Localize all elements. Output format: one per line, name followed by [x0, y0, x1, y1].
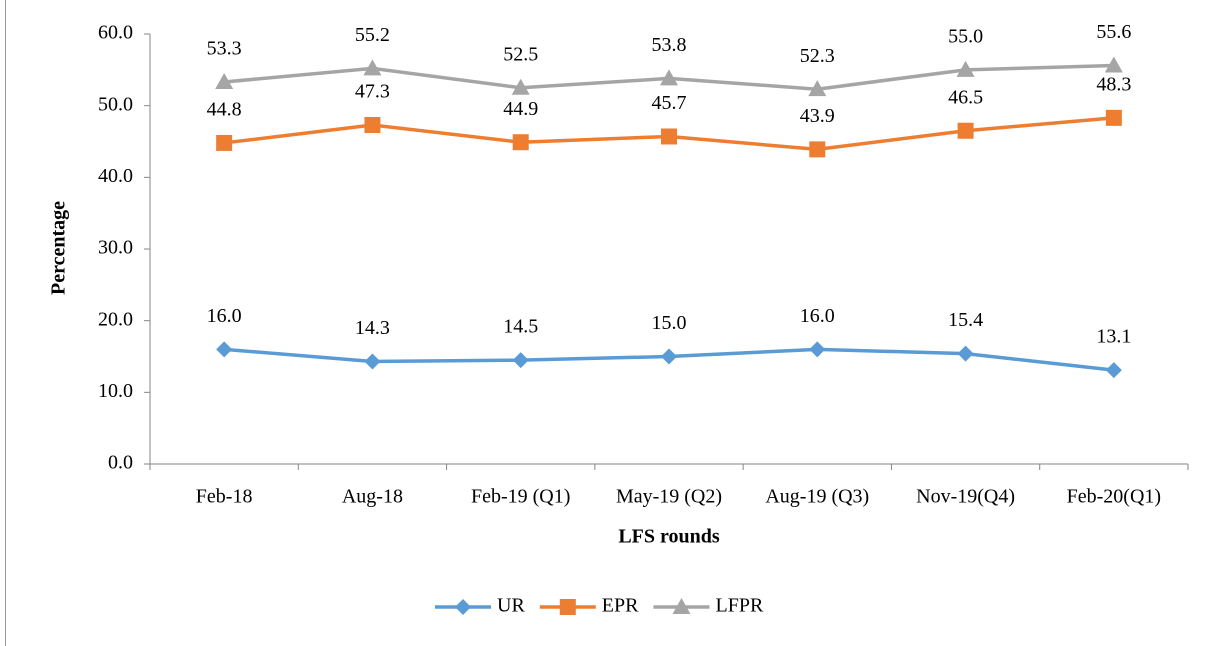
data-label: 14.5 — [503, 316, 538, 338]
marker — [957, 122, 974, 139]
x-tick-label: May-19 (Q2) — [616, 486, 722, 508]
x-tick-label: Aug-19 (Q3) — [765, 486, 869, 508]
data-label: 16.0 — [207, 305, 242, 327]
data-label: 43.9 — [800, 105, 835, 127]
marker — [809, 141, 826, 158]
data-label: 46.5 — [948, 86, 983, 108]
data-label: 44.9 — [503, 98, 538, 120]
x-tick-label: Feb-18 — [196, 486, 253, 508]
x-axis-label: LFS rounds — [618, 526, 720, 548]
data-label: 44.8 — [207, 99, 242, 121]
x-tick-label: Aug-18 — [342, 486, 403, 508]
marker — [660, 69, 678, 86]
marker — [808, 80, 827, 97]
data-label: 48.3 — [1096, 73, 1131, 95]
data-label: 55.6 — [1096, 21, 1131, 43]
y-tick-label: 60.0 — [98, 22, 133, 44]
y-tick-label: 30.0 — [98, 237, 133, 259]
y-tick-label: 10.0 — [98, 380, 133, 402]
marker — [661, 128, 677, 145]
data-label: 53.3 — [207, 38, 242, 60]
data-label: 53.8 — [652, 34, 687, 56]
data-label: 52.3 — [800, 45, 835, 67]
data-label: 14.3 — [355, 317, 390, 339]
marker — [364, 353, 381, 370]
marker — [216, 134, 233, 151]
marker — [1105, 362, 1122, 379]
marker — [809, 341, 826, 358]
data-label: 15.4 — [948, 309, 983, 331]
data-label: 16.0 — [800, 305, 835, 327]
legend-label: EPR — [602, 595, 639, 617]
data-label: 45.7 — [652, 92, 687, 114]
y-axis-label: Percentage — [48, 201, 70, 295]
marker — [1105, 109, 1122, 126]
marker — [364, 117, 381, 134]
marker — [511, 78, 530, 95]
marker — [215, 73, 234, 90]
marker — [957, 345, 974, 362]
y-tick-label: 40.0 — [98, 165, 133, 187]
x-tick-label: Feb-20(Q1) — [1067, 486, 1161, 508]
data-label: 13.1 — [1096, 326, 1131, 348]
legend-marker — [455, 599, 471, 615]
marker — [661, 348, 677, 365]
y-tick-label: 0.0 — [108, 452, 133, 474]
data-label: 55.2 — [355, 24, 390, 46]
legend-marker — [559, 599, 576, 615]
marker — [512, 134, 529, 151]
y-tick-label: 20.0 — [98, 308, 133, 330]
data-label: 55.0 — [948, 25, 983, 47]
legend-marker — [672, 598, 691, 614]
data-label: 52.5 — [503, 43, 538, 65]
legend-label: UR — [497, 595, 525, 617]
y-tick-label: 50.0 — [98, 93, 133, 115]
marker — [363, 59, 382, 76]
x-tick-label: Feb-19 (Q1) — [471, 486, 570, 508]
x-tick-label: Nov-19(Q4) — [916, 486, 1015, 508]
legend-label: LFPR — [715, 595, 763, 617]
marker — [216, 341, 233, 358]
marker — [956, 60, 975, 77]
data-label: 47.3 — [355, 81, 390, 103]
data-label: 15.0 — [652, 312, 687, 334]
marker — [512, 352, 529, 369]
marker — [1104, 56, 1123, 73]
